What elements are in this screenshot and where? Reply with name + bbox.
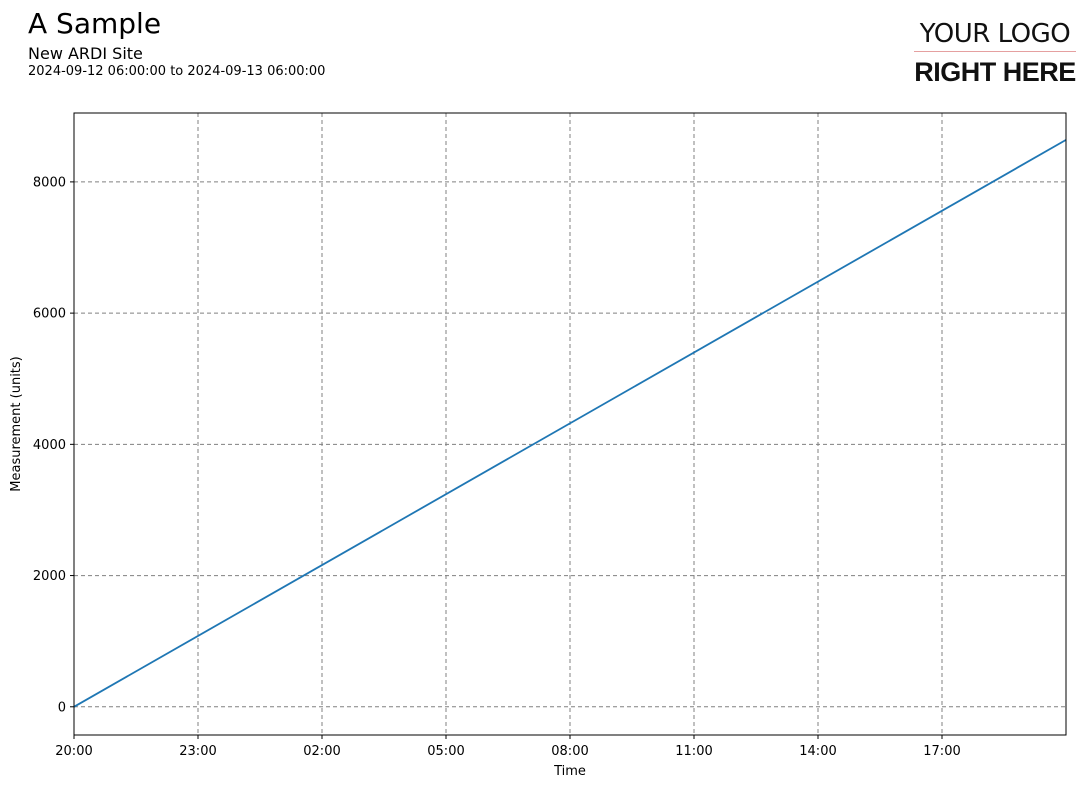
y-tick-label: 8000 [33,175,66,190]
x-axis-label: Time [553,764,586,779]
y-tick-label: 2000 [33,569,66,584]
chart-title: A Sample [28,7,162,40]
x-tick-label: 14:00 [799,744,836,759]
x-tick-label: 17:00 [923,744,960,759]
site-name: New ARDI Site [28,44,143,63]
date-range: 2024-09-12 06:00:00 to 2024-09-13 06:00:… [28,64,326,79]
series-line [73,139,1067,708]
series-layer [73,139,1067,708]
y-tick-label: 4000 [33,438,66,453]
logo-line-2: RIGHT HERE [914,57,1076,87]
x-tick-label: 23:00 [179,744,216,759]
x-tick-label: 08:00 [551,744,588,759]
logo-divider [914,51,1076,52]
x-tick-label: 02:00 [303,744,340,759]
y-tick-label: 6000 [33,307,66,322]
x-tick-label: 11:00 [675,744,712,759]
axis-layer: 20:00 23:00 02:00 05:00 08:00 11:00 14:00 17:00… [33,175,961,759]
logo-placeholder: YOUR LOGO RIGHT HERE [914,18,1076,88]
y-axis-label: Measurement (units) [9,356,24,491]
logo-line-1: YOUR LOGO [919,19,1071,49]
x-tick-label: 20:00 [55,744,92,759]
x-tick-label: 05:00 [427,744,464,759]
y-tick-label: 0 [58,700,66,715]
